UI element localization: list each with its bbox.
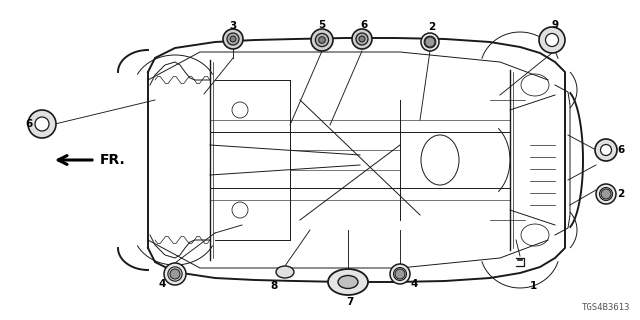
Text: FR.: FR.: [100, 153, 125, 167]
Circle shape: [425, 37, 435, 47]
Circle shape: [424, 36, 436, 48]
Circle shape: [600, 188, 612, 201]
Text: 7: 7: [346, 297, 354, 307]
Text: 2: 2: [428, 22, 436, 32]
Circle shape: [395, 269, 405, 279]
Circle shape: [168, 267, 182, 281]
Text: 6: 6: [26, 119, 33, 129]
Text: 6: 6: [360, 20, 367, 30]
Circle shape: [230, 36, 236, 42]
Text: 2: 2: [618, 189, 625, 199]
Circle shape: [596, 184, 616, 204]
Text: 4: 4: [158, 279, 166, 289]
Circle shape: [539, 27, 565, 53]
Circle shape: [28, 110, 56, 138]
Circle shape: [35, 117, 49, 131]
Circle shape: [545, 34, 559, 46]
Text: 4: 4: [410, 279, 418, 289]
Circle shape: [319, 37, 325, 43]
Text: 3: 3: [229, 21, 237, 31]
Circle shape: [601, 189, 611, 199]
Text: 9: 9: [552, 20, 559, 30]
Circle shape: [600, 145, 611, 156]
Circle shape: [394, 268, 406, 281]
Ellipse shape: [276, 266, 294, 278]
Text: 6: 6: [618, 145, 625, 155]
Ellipse shape: [328, 269, 368, 295]
Circle shape: [311, 29, 333, 51]
Text: TGS4B3613: TGS4B3613: [582, 303, 630, 312]
Circle shape: [359, 36, 365, 42]
Circle shape: [390, 264, 410, 284]
Circle shape: [227, 33, 239, 45]
Circle shape: [223, 29, 243, 49]
Text: 1: 1: [529, 281, 536, 291]
Circle shape: [356, 33, 368, 45]
Circle shape: [421, 33, 439, 51]
Circle shape: [170, 269, 180, 279]
Circle shape: [164, 263, 186, 285]
Text: 5: 5: [318, 20, 326, 30]
Circle shape: [352, 29, 372, 49]
Ellipse shape: [338, 276, 358, 289]
Circle shape: [595, 139, 617, 161]
Text: 8: 8: [270, 281, 278, 291]
Circle shape: [316, 33, 328, 47]
